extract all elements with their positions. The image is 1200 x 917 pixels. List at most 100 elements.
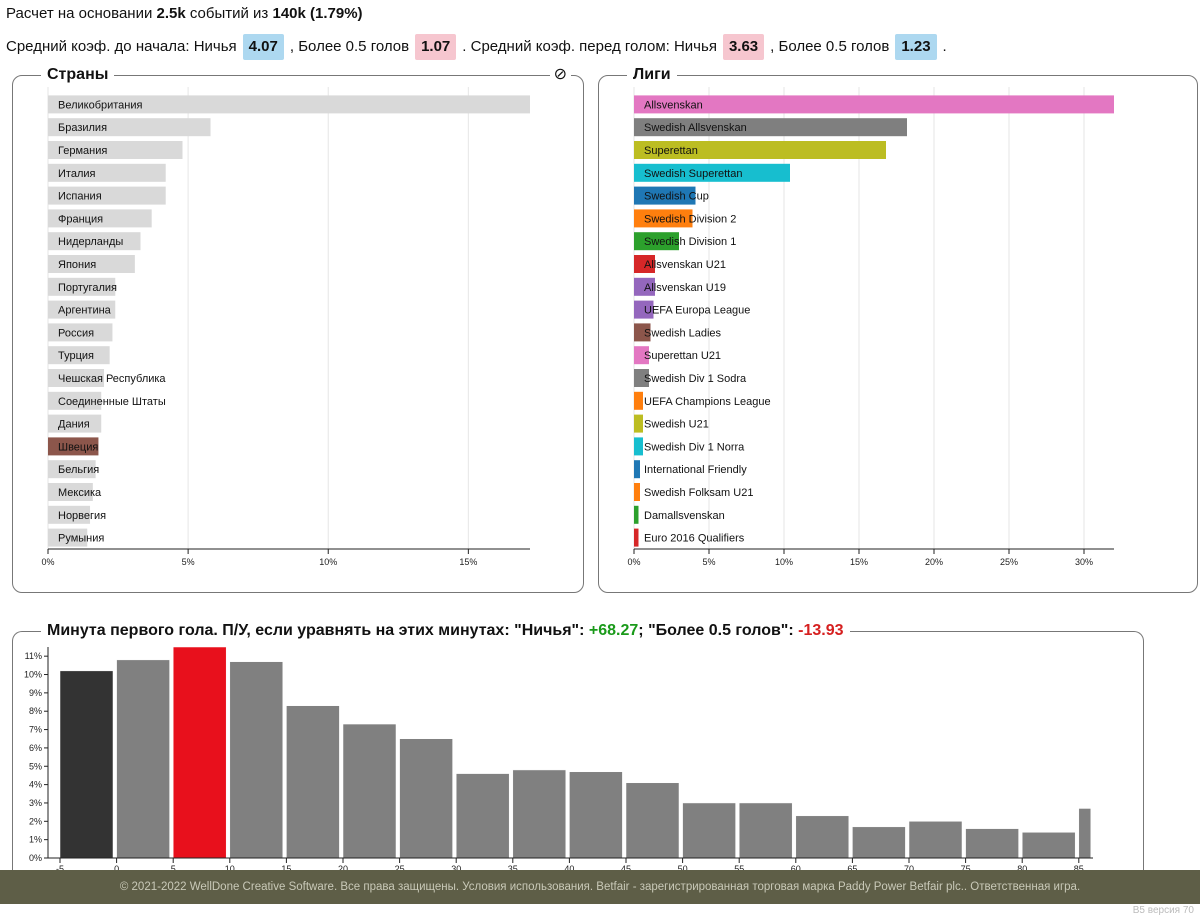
- bar[interactable]: [48, 163, 166, 182]
- bar[interactable]: [852, 826, 906, 859]
- countries-title: Страны: [41, 65, 115, 85]
- filter-clear-icon[interactable]: ⊘: [549, 65, 571, 85]
- bar[interactable]: [59, 670, 114, 859]
- bar[interactable]: [634, 346, 649, 365]
- bar[interactable]: [48, 414, 102, 433]
- bar[interactable]: [795, 815, 850, 859]
- x-tick-label: 5%: [182, 557, 195, 567]
- bar[interactable]: [634, 232, 679, 251]
- bar[interactable]: [48, 118, 211, 137]
- bar[interactable]: [48, 300, 116, 319]
- bar[interactable]: [738, 802, 793, 859]
- bar-label: Swedish Superettan: [644, 168, 742, 180]
- bar-label: Нидерланды: [58, 236, 123, 248]
- bar[interactable]: [455, 773, 510, 859]
- bar[interactable]: [634, 141, 886, 159]
- y-tick-label: 7%: [29, 725, 42, 735]
- x-tick-label: 20: [338, 864, 348, 872]
- bar[interactable]: [965, 828, 1019, 859]
- bar[interactable]: [634, 323, 651, 342]
- bar[interactable]: [634, 505, 639, 524]
- bar[interactable]: [634, 118, 907, 137]
- bar[interactable]: [48, 141, 183, 159]
- bar-label: Allsvenskan: [644, 99, 703, 111]
- bar[interactable]: [634, 95, 1114, 114]
- avg-before-over-badge: 1.07: [415, 34, 457, 60]
- bar[interactable]: [48, 460, 96, 479]
- x-tick-label: 10: [225, 864, 235, 872]
- bar[interactable]: [634, 528, 639, 547]
- bar-label: UEFA Europa League: [644, 305, 750, 317]
- bar[interactable]: [634, 255, 655, 273]
- bar[interactable]: [569, 771, 623, 859]
- over-label-2: , Более 0.5 голов: [770, 38, 890, 55]
- bar[interactable]: [682, 802, 736, 859]
- bar[interactable]: [634, 483, 640, 501]
- bar[interactable]: [48, 232, 141, 251]
- bar[interactable]: [48, 483, 93, 501]
- bar[interactable]: [48, 277, 116, 296]
- bar[interactable]: [48, 255, 135, 273]
- bar[interactable]: [1078, 808, 1092, 859]
- summary-line-odds: Средний коэф. до начала: Ничья 4.07 , Бо…: [6, 34, 947, 60]
- bar-label: Испания: [58, 191, 102, 203]
- bar-label: Франция: [58, 213, 103, 225]
- bar[interactable]: [48, 505, 91, 524]
- bar-label: Чешская Республика: [58, 373, 166, 385]
- bar[interactable]: [634, 437, 643, 456]
- footer: © 2021-2022 WellDone Creative Software. …: [0, 870, 1200, 904]
- bar[interactable]: [229, 661, 284, 859]
- leagues-title: Лиги: [627, 65, 677, 85]
- bar[interactable]: [48, 346, 110, 365]
- x-tick-label: 0: [114, 864, 119, 872]
- bar[interactable]: [286, 705, 340, 859]
- countries-panel: Страны ⊘ Великобритания Бразилия Германия И…: [12, 65, 584, 593]
- bar-label: Норвегия: [58, 510, 106, 522]
- summary-line-events: Расчет на основании 2.5k событий из 140k…: [6, 4, 947, 26]
- bar[interactable]: [634, 209, 693, 228]
- x-tick-label: 25%: [1000, 557, 1018, 567]
- bar[interactable]: [634, 369, 649, 387]
- summary-middle: событий из: [189, 5, 269, 22]
- bar[interactable]: [634, 414, 643, 433]
- bar[interactable]: [48, 437, 99, 456]
- bar[interactable]: [1021, 832, 1076, 859]
- bar[interactable]: [634, 186, 696, 205]
- bar-label: Дания: [58, 419, 90, 431]
- x-tick-label: 50: [678, 864, 688, 872]
- x-tick-label: 75: [961, 864, 971, 872]
- bar[interactable]: [908, 821, 963, 859]
- bar[interactable]: [634, 391, 643, 410]
- bar[interactable]: [48, 95, 530, 114]
- bar-label: Swedish Division 1: [644, 236, 736, 248]
- total-count: 140k: [272, 5, 306, 22]
- bar-label: Swedish Ladies: [644, 327, 722, 339]
- bar[interactable]: [48, 323, 113, 342]
- bar[interactable]: [48, 528, 88, 547]
- bar[interactable]: [625, 782, 680, 859]
- x-tick-label: 55: [734, 864, 744, 872]
- leagues-chart: Allsvenskan Swedish Allsvenskan Superettan…: [627, 87, 1114, 567]
- bar[interactable]: [399, 738, 453, 859]
- bar[interactable]: [48, 369, 105, 387]
- x-tick-label: 15%: [459, 557, 477, 567]
- x-tick-label: 15%: [850, 557, 868, 567]
- bar[interactable]: [48, 186, 166, 205]
- bar[interactable]: [634, 460, 640, 479]
- bar[interactable]: [48, 391, 102, 410]
- bar[interactable]: [116, 659, 170, 859]
- bar[interactable]: [634, 277, 655, 296]
- footer-text[interactable]: © 2021-2022 WellDone Creative Software. …: [119, 881, 1081, 893]
- bar[interactable]: [634, 300, 654, 319]
- summary: Расчет на основании 2.5k событий из 140k…: [6, 4, 947, 60]
- bar-label: Германия: [58, 145, 107, 157]
- minutes-title-mid: ; "Более 0.5 голов":: [638, 622, 799, 639]
- bar-label: Соединенные Штаты: [58, 396, 166, 408]
- bar[interactable]: [634, 163, 790, 182]
- bar[interactable]: [48, 209, 152, 228]
- bar[interactable]: [172, 646, 227, 859]
- bar[interactable]: [342, 723, 397, 859]
- bar[interactable]: [512, 769, 567, 859]
- x-tick-label: 35: [508, 864, 518, 872]
- x-tick-label: 45: [621, 864, 631, 872]
